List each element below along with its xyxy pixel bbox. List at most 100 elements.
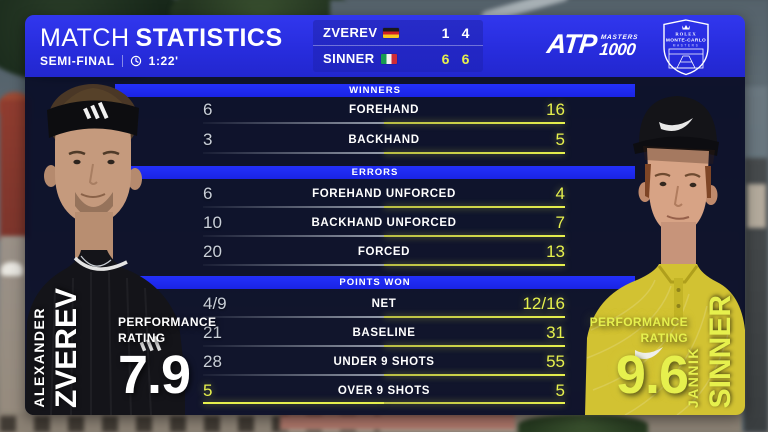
stat-label: BACKHAND UNFORCED xyxy=(311,217,457,229)
stat-row-forehand-winners: 6 FOREHAND 16 xyxy=(203,97,565,124)
title-statistics: STATISTICS xyxy=(135,24,283,52)
stat-value-right: 5 xyxy=(555,381,565,400)
rating-value: 7.9 xyxy=(118,345,191,405)
section-header-errors: ERRORS xyxy=(115,166,635,179)
rolex-monte-carlo-badge: ROLEX MONTE-CARLO MASTERS xyxy=(663,19,709,76)
stat-label: NET xyxy=(371,298,397,310)
stat-row-baseline: 21 BASELINE 31 xyxy=(203,320,565,347)
section-title: POINTS WON xyxy=(339,277,411,288)
stat-value-left: 5 xyxy=(203,381,213,400)
stat-underline xyxy=(203,122,565,124)
masters-1000-stack: MASTERS 1000 xyxy=(598,31,639,59)
stat-label: FORCED xyxy=(357,246,411,258)
stat-underline xyxy=(203,264,565,266)
first-name: JANNIK xyxy=(685,346,701,408)
stat-label: BACKHAND xyxy=(348,134,420,146)
title-block: MATCH STATISTICS SEMI-FINAL 1:22' xyxy=(40,24,283,68)
rating-label-line1: PERFORMANCE xyxy=(589,315,688,329)
header-bar xyxy=(25,15,745,77)
crown-icon xyxy=(682,25,690,30)
stat-value-right: 7 xyxy=(555,213,565,232)
stat-row-under-9-shots: 28 UNDER 9 SHOTS 55 xyxy=(203,349,565,376)
stat-underline xyxy=(203,402,565,404)
set-score: 6 xyxy=(441,50,450,67)
last-name: ZVEREV xyxy=(50,287,83,408)
performance-rating-sinner: PERFORMANCE RATING 9.6 xyxy=(589,314,689,405)
buildings-right xyxy=(747,184,766,228)
section-header-winners: WINNERS xyxy=(115,84,635,97)
set-score: 4 xyxy=(461,24,470,41)
score-row-sinner: SINNER 6 6 xyxy=(313,45,483,71)
stat-row-net: 4/9 NET 12/16 xyxy=(203,291,565,318)
stat-value-left: 21 xyxy=(203,323,222,342)
set-scores: 6 6 xyxy=(438,51,473,67)
player-name: SINNER xyxy=(323,51,375,66)
germany-flag-icon xyxy=(383,27,400,38)
stat-value-right: 31 xyxy=(546,323,565,342)
player-name-vertical-zverev: ALEXANDER ZVEREV xyxy=(31,288,84,408)
hedge-bottom xyxy=(518,414,648,432)
stat-underline xyxy=(203,374,565,376)
clock-icon xyxy=(130,55,141,67)
match-statistics-graphic: WINNERS ERRORS POINTS WON 6 FOREHAND 1 6 … xyxy=(25,15,745,415)
badge-court-graphic xyxy=(668,48,704,69)
stat-label: UNDER 9 SHOTS xyxy=(333,356,435,368)
stat-row-forehand-unforced: 6 FOREHAND UNFORCED 4 xyxy=(203,181,565,208)
page-title: MATCH STATISTICS xyxy=(40,24,283,52)
last-name: SINNER xyxy=(704,294,737,408)
rating-label-line1: PERFORMANCE xyxy=(118,315,217,329)
score-row-zverev: ZVEREV 1 4 xyxy=(313,20,483,45)
thousand-label: 1000 xyxy=(598,40,637,59)
section-title: WINNERS xyxy=(349,85,401,96)
stat-value-left: 6 xyxy=(203,100,213,119)
stat-value-left: 3 xyxy=(203,130,213,149)
stat-value-left: 20 xyxy=(203,242,222,261)
stat-value-right: 55 xyxy=(546,352,565,371)
stat-row-backhand-unforced: 10 BACKHAND UNFORCED 7 xyxy=(203,210,565,237)
stat-row-backhand-winners: 3 BACKHAND 5 xyxy=(203,127,565,154)
stat-value-left: 6 xyxy=(203,184,213,203)
rating-value: 9.6 xyxy=(615,345,689,405)
stat-value-left: 10 xyxy=(203,213,222,232)
stat-value-left: 4/9 xyxy=(203,294,227,313)
player-photo-sinner xyxy=(585,96,745,415)
atp-masters-1000-logo: ATP MASTERS 1000 xyxy=(545,29,639,59)
rating-label-line2: RATING xyxy=(640,331,688,345)
match-duration: 1:22' xyxy=(148,54,179,68)
stat-label: FOREHAND xyxy=(349,104,419,116)
stat-value-left: 28 xyxy=(203,352,222,371)
badge-rolex-text: ROLEX xyxy=(675,32,696,37)
player-name: ZVEREV xyxy=(323,25,378,40)
player-name-vertical-sinner: JANNIK SINNER xyxy=(685,295,738,408)
stat-label: OVER 9 SHOTS xyxy=(337,385,431,397)
performance-rating-zverev: PERFORMANCE RATING 7.9 xyxy=(118,314,217,405)
atp-wordmark: ATP xyxy=(545,29,598,59)
striped-building-bottom xyxy=(280,415,515,430)
stat-value-right: 16 xyxy=(546,100,565,119)
stat-underline xyxy=(203,206,565,208)
rating-label-line2: RATING xyxy=(118,331,166,345)
scoreboard: ZVEREV 1 4 SINNER 6 6 xyxy=(313,20,483,72)
stat-value-right: 13 xyxy=(546,242,565,261)
stat-row-forced: 20 FORCED 13 xyxy=(203,239,565,266)
subtitle: SEMI-FINAL 1:22' xyxy=(40,54,283,68)
stat-underline xyxy=(203,235,565,237)
stat-value-right: 4 xyxy=(555,184,565,203)
stat-value-right: 12/16 xyxy=(522,294,565,313)
umbrella-left xyxy=(1,262,23,276)
badge-monte-carlo-text: MONTE-CARLO xyxy=(666,38,706,44)
stat-label: BASELINE xyxy=(352,327,416,339)
stat-value-right: 5 xyxy=(555,130,565,149)
round-label: SEMI-FINAL xyxy=(40,54,115,68)
section-header-points-won: POINTS WON xyxy=(115,276,635,289)
divider xyxy=(121,55,123,67)
title-match: MATCH xyxy=(40,24,130,52)
stat-row-over-9-shots: 5 OVER 9 SHOTS 5 xyxy=(203,378,565,404)
italy-flag-icon xyxy=(380,53,397,64)
first-name: ALEXANDER xyxy=(31,307,47,408)
stat-underline xyxy=(203,345,565,347)
section-title: ERRORS xyxy=(351,167,399,178)
stat-label: FOREHAND UNFORCED xyxy=(312,188,456,200)
stat-underline xyxy=(203,316,565,318)
